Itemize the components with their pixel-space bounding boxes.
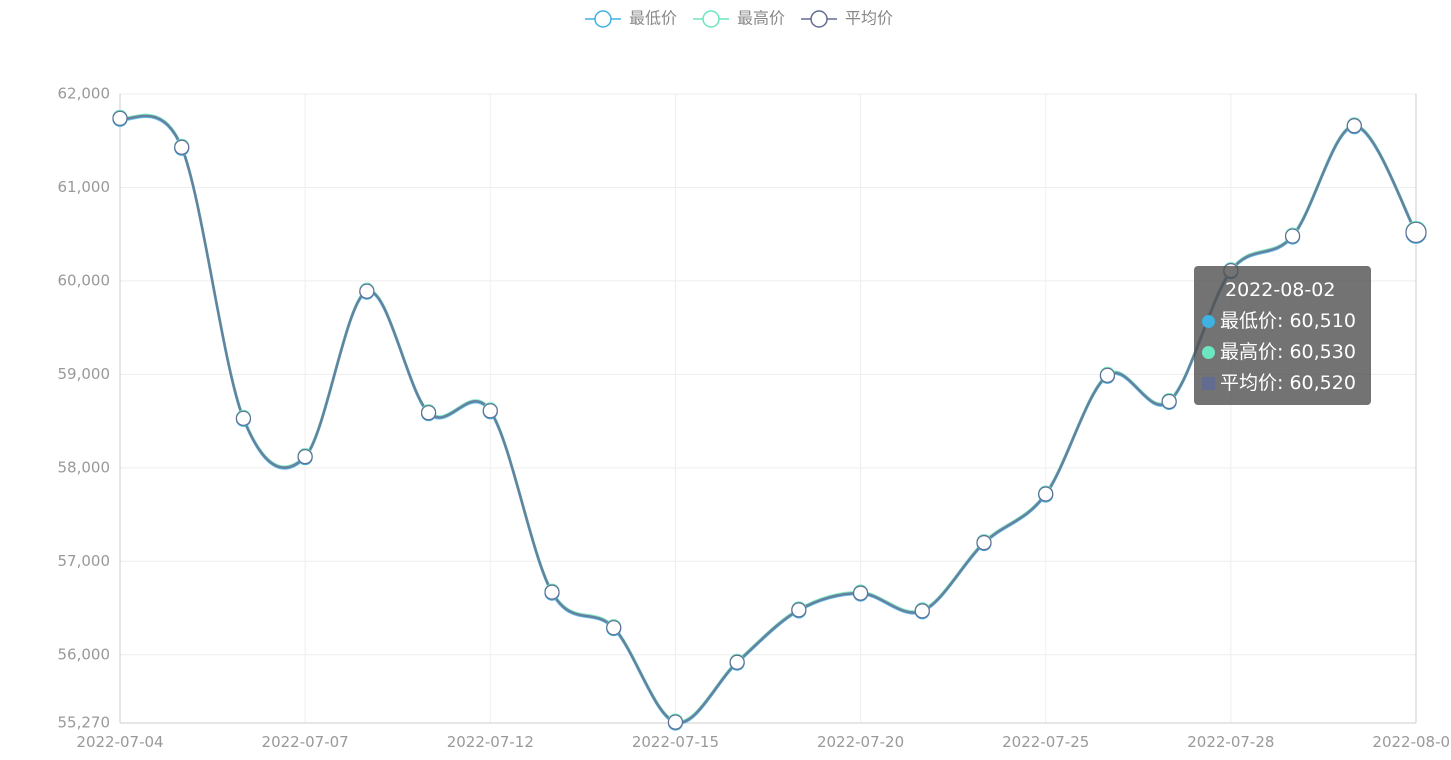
tooltip-value: 60,530 xyxy=(1289,341,1356,363)
tooltip-row: 最高价: 60,530 xyxy=(1202,337,1371,368)
tooltip-row: 最低价: 60,510 xyxy=(1202,306,1371,337)
x-tick-label: 2022-07-07 xyxy=(262,733,349,751)
legend-icon xyxy=(702,10,720,28)
point xyxy=(1284,228,1301,244)
y-tick-label: 61,000 xyxy=(58,178,111,196)
point xyxy=(606,620,622,636)
tooltip-value: 60,510 xyxy=(1289,310,1356,332)
y-tick-label: 62,000 xyxy=(58,85,111,103)
legend-icon xyxy=(810,10,828,28)
point xyxy=(729,654,745,670)
x-tick-label: 2022-07-25 xyxy=(1002,733,1089,751)
point xyxy=(235,410,252,426)
tooltip-series: 最高价 xyxy=(1220,341,1278,363)
point xyxy=(1161,393,1177,410)
point xyxy=(667,714,684,730)
point xyxy=(791,602,807,618)
x-tick-label: 2022-07-28 xyxy=(1187,733,1274,751)
legend-icon xyxy=(594,10,612,28)
point xyxy=(297,449,313,465)
x-tick-label: 2022-07-12 xyxy=(447,733,534,751)
x-tick-label: 2022-07-15 xyxy=(632,733,719,751)
y-tick-label: 56,000 xyxy=(58,645,111,663)
page: {"chart_data":{"type":"line", "categorie… xyxy=(57,8,1451,751)
point xyxy=(482,403,498,419)
point xyxy=(852,585,869,601)
tooltip-value: 60,520 xyxy=(1289,372,1356,394)
legend-label: 平均价 xyxy=(845,9,893,28)
y-tick-label: 58,000 xyxy=(58,458,111,476)
point xyxy=(1038,486,1054,502)
point xyxy=(359,283,375,299)
x-tick-label: 2022-07-04 xyxy=(76,733,163,751)
point xyxy=(914,603,930,619)
y-tick-label: 57,000 xyxy=(58,552,111,570)
point xyxy=(174,139,190,155)
y-tick-label: 60,000 xyxy=(58,271,111,289)
point xyxy=(1405,221,1427,243)
tooltip-row: 平均价: 60,520 xyxy=(1202,368,1371,399)
point xyxy=(112,110,128,126)
x-tick-label: 2022-07-20 xyxy=(817,733,904,751)
point xyxy=(1099,367,1116,383)
series-line xyxy=(119,113,1418,723)
point xyxy=(544,584,560,600)
x-tick-label: 2022-08-02 xyxy=(1372,733,1451,751)
tooltip-date: 2022-08-02 xyxy=(1225,279,1336,301)
legend-label: 最高价 xyxy=(737,9,785,28)
y-tick-label: 59,000 xyxy=(58,365,111,383)
point xyxy=(420,405,437,421)
tooltip-series: 平均价 xyxy=(1220,372,1278,394)
legend-label: 最低价 xyxy=(629,9,677,28)
point xyxy=(976,535,992,551)
tooltip: 2022-08-02 最低价: 60,510 最高价: 60,530 平均价: … xyxy=(1194,266,1371,405)
y-tick-label: 55,270 xyxy=(58,714,111,732)
tooltip-series: 最低价 xyxy=(1220,310,1278,332)
point xyxy=(1346,118,1362,134)
